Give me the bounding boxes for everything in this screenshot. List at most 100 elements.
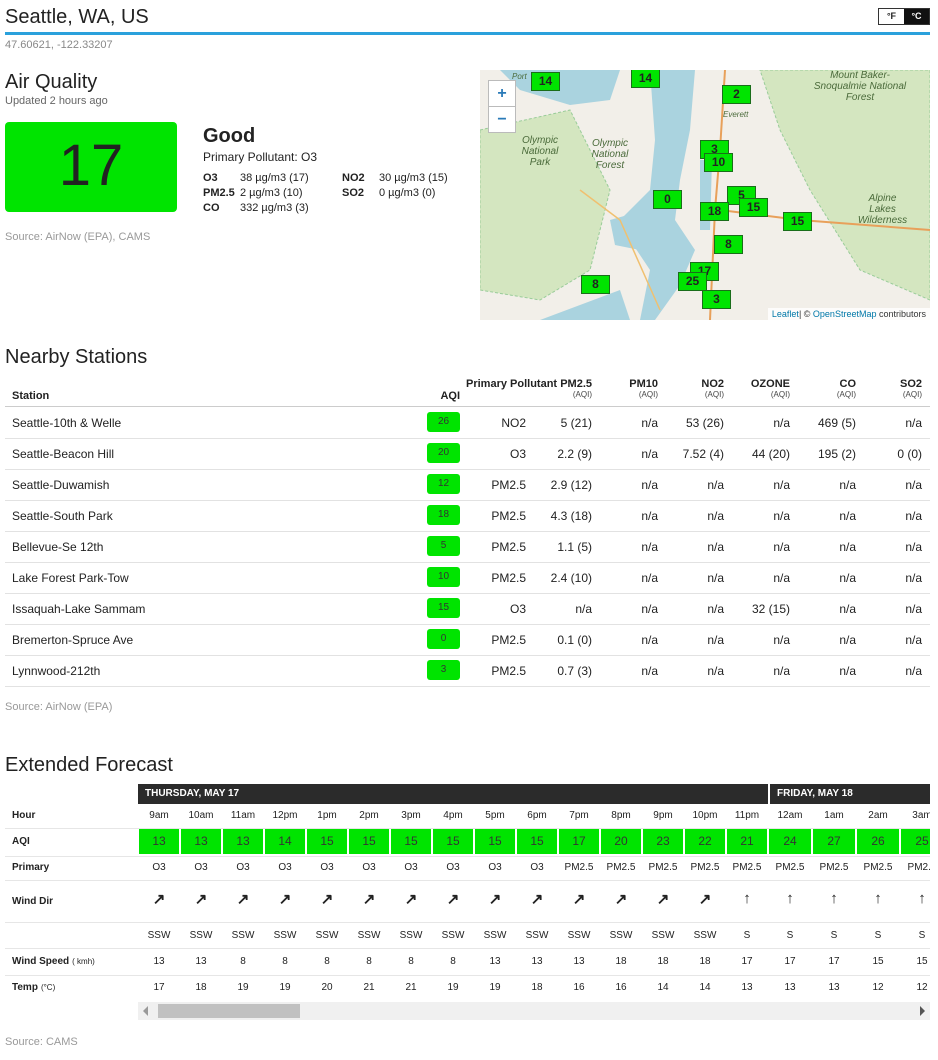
station-cell: NO2 [501, 416, 526, 430]
wind-speed: 17 [741, 956, 753, 967]
zoom-button[interactable]: + [488, 80, 516, 107]
forecast-primary: O3 [320, 862, 334, 873]
unit-f[interactable]: °F [879, 9, 904, 24]
forecast-primary: PM2.5 [648, 862, 678, 873]
forecast-aqi: 15 [404, 834, 418, 848]
station-aqi: 5 [427, 536, 460, 556]
column-unit: (AQI) [704, 390, 724, 399]
wind-dir: SSW [315, 930, 339, 941]
station-cell: n/a [905, 478, 922, 492]
attribution-part: Leaflet [771, 309, 799, 319]
station-aqi: 20 [427, 443, 460, 463]
hour-label: 1am [824, 810, 844, 821]
forecast-aqi: 13 [236, 834, 250, 848]
wind-arrow: ↗ [530, 891, 544, 908]
temp: 12 [916, 982, 928, 993]
hour-label: 10pm [692, 810, 718, 821]
wind-dir: SSW [525, 930, 549, 941]
wind-speed: 13 [531, 956, 543, 967]
column-header: PM10 (AQI) [588, 378, 658, 399]
forecast-primary: O3 [152, 862, 166, 873]
wind-dir: SSW [399, 930, 423, 941]
station-cell: 53 (26) [685, 416, 724, 430]
forecast-primary: PM2.5 [819, 862, 849, 873]
aqi-cell [391, 829, 431, 854]
station-cell: 44 (20) [751, 447, 790, 461]
column-name: SO2 [899, 378, 922, 390]
row-label-text: Hour [12, 810, 36, 821]
station-name: Seattle-Duwamish [12, 478, 110, 492]
row-label: Hour [12, 810, 35, 821]
aqi-cell [857, 829, 899, 854]
wind-dir: S [874, 930, 882, 941]
station-cell: n/a [839, 478, 856, 492]
hour-label: 12pm [272, 810, 298, 821]
wind-arrow: ↗ [488, 891, 502, 908]
forecast-aqi: 20 [614, 834, 628, 848]
map-label: Alpine Lakes Wilderness [857, 193, 908, 226]
wind-dir: SSW [483, 930, 507, 941]
station-cell: n/a [641, 571, 658, 585]
scroll-thumb[interactable] [158, 1004, 300, 1018]
aqi-cell [223, 829, 263, 854]
wind-speed: 8 [240, 956, 246, 967]
wind-arrow: ↑ [786, 890, 794, 907]
scrollbar[interactable] [138, 1002, 930, 1020]
station-cell: n/a [839, 664, 856, 678]
station-cell: n/a [707, 478, 724, 492]
column-name: Primary Pollutant [466, 378, 558, 390]
scroll-left[interactable] [143, 1006, 148, 1016]
row-rule [5, 856, 930, 857]
row-label-unit: ( kmh) [72, 957, 95, 966]
aq-updated: Updated 2 hours ago [5, 95, 108, 107]
station-cell: PM2.5 [491, 633, 526, 647]
map-marker: 15 [783, 212, 812, 231]
hour-label: 3am [912, 810, 930, 821]
station-cell: n/a [905, 602, 922, 616]
column-name: PM2.5 [560, 378, 592, 390]
station-cell: n/a [905, 540, 922, 554]
aqi-cell [643, 829, 683, 854]
wind-dir: SSW [609, 930, 633, 941]
station-cell: PM2.5 [491, 478, 526, 492]
row-label: Temp (°C) [12, 982, 55, 993]
column-name: CO [839, 378, 857, 390]
map-label: Olympic National Park [521, 135, 559, 168]
row-rule [5, 880, 930, 881]
forecast-primary: O3 [278, 862, 292, 873]
forecast-aqi: 26 [871, 834, 885, 848]
coords: 47.60621, -122.33207 [5, 39, 113, 51]
forecast-aqi: 25 [915, 834, 929, 848]
wind-arrow: ↗ [320, 891, 334, 908]
wind-dir: SSW [231, 930, 255, 941]
hour-label: 3pm [401, 810, 421, 821]
column-name: PM10 [629, 378, 658, 390]
station-cell: n/a [905, 416, 922, 430]
temp: 18 [531, 982, 543, 993]
day-bar: FRIDAY, MAY 18 [768, 784, 930, 804]
primary-value: O3 [301, 150, 318, 164]
wind-speed: 17 [784, 956, 796, 967]
map-marker: 0 [653, 190, 682, 209]
forecast-primary: O3 [530, 862, 544, 873]
forecast-primary: PM2.5 [732, 862, 762, 873]
day-label: THURSDAY, MAY 17 [145, 788, 240, 799]
pollutant-value: 0 µg/m3 (0) [379, 187, 436, 199]
station-cell: n/a [773, 633, 790, 647]
aqi-cell [517, 829, 557, 854]
wind-dir: S [743, 930, 751, 941]
scroll-right[interactable] [920, 1006, 925, 1016]
zoom-button[interactable]: − [488, 106, 516, 133]
wind-dir: SSW [441, 930, 465, 941]
wind-speed: 18 [615, 956, 627, 967]
station-name: Lake Forest Park-Tow [12, 571, 129, 585]
map-label: Olympic National Forest [591, 138, 629, 171]
forecast-aqi: 23 [656, 834, 670, 848]
wind-arrow: ↗ [362, 891, 376, 908]
station-cell: O3 [509, 447, 526, 461]
unit-c[interactable]: °C [904, 9, 929, 24]
temp: 20 [321, 982, 333, 993]
wind-speed: 18 [699, 956, 711, 967]
forecast-aqi: 24 [783, 834, 797, 848]
